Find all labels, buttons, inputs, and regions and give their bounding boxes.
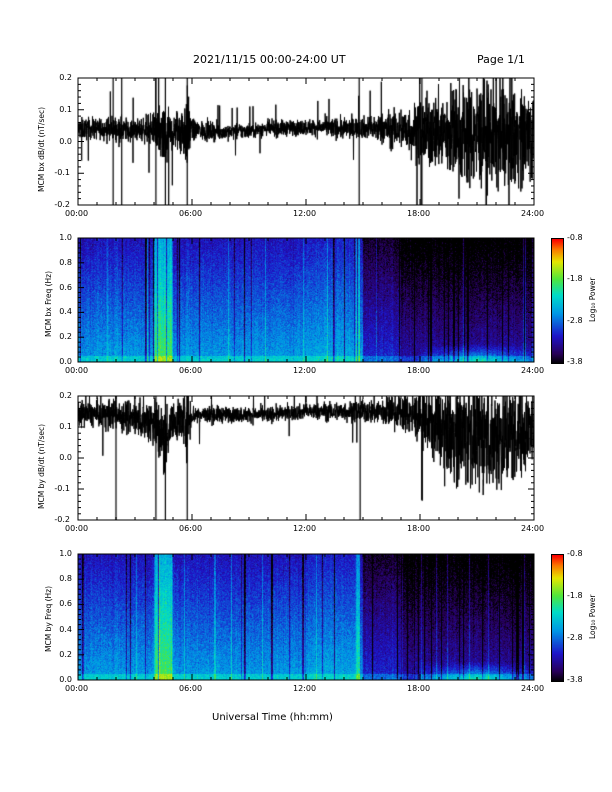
ytick-label: 0.8 (59, 574, 73, 584)
by-freq-spectrogram (78, 554, 534, 680)
ytick-label: 0.0 (59, 136, 73, 146)
xtick-label: 18:00 (407, 684, 431, 693)
xtick-label: 06:00 (179, 209, 203, 218)
xtick-label: 18:00 (407, 524, 431, 533)
colorbar-tick-label: -2.8 (567, 315, 583, 325)
xtick-label: 12:00 (293, 684, 317, 693)
colorbar-tick-label: -1.8 (567, 591, 583, 600)
ytick-label: 1.0 (59, 233, 73, 242)
colorbar-tick-label: -3.8 (567, 675, 583, 684)
colorbar-tick-label: -0.8 (567, 233, 583, 242)
xtick-label: 24:00 (521, 524, 545, 533)
plot-frame (77, 395, 535, 521)
xaxis-title: Universal Time (hh:mm) (212, 712, 333, 723)
ytick-label: 0.0 (59, 675, 73, 684)
by-dbdt-line (78, 396, 534, 520)
ytick-label: 1.0 (59, 549, 73, 558)
ytick-label: 0.0 (59, 357, 73, 366)
xtick-label: 24:00 (521, 209, 545, 218)
ytick-label: 0.2 (59, 649, 73, 659)
ytick-label: 0.4 (59, 624, 73, 634)
xtick-label: 18:00 (407, 209, 431, 218)
xtick-label: 06:00 (179, 684, 203, 693)
page-number: Page 1/1 (477, 53, 525, 66)
bx-dbdt-line (78, 78, 534, 205)
xtick-label: 18:00 (407, 366, 431, 375)
plot-frame (77, 237, 535, 363)
ytick-label: 0.2 (59, 73, 73, 82)
ytick-label: 0.1 (59, 104, 73, 114)
ytick-label: -0.1 (54, 168, 70, 178)
xtick-label: 24:00 (521, 366, 545, 375)
ytick-label: -0.2 (54, 515, 70, 524)
plot-frame (77, 553, 535, 681)
plot-title: 2021/11/15 00:00-24:00 UT (193, 53, 346, 66)
colorbar-tick-label: -0.8 (567, 549, 583, 558)
xtick-label: 00:00 (65, 366, 89, 375)
xtick-label: 06:00 (179, 524, 203, 533)
bx-freq-spectrogram (78, 238, 534, 362)
xtick-label: 12:00 (293, 524, 317, 533)
xtick-label: 00:00 (65, 209, 89, 218)
xtick-label: 06:00 (179, 366, 203, 375)
ytick-label: 0.6 (59, 282, 73, 292)
xtick-label: 24:00 (521, 684, 545, 693)
xtick-label: 00:00 (65, 524, 89, 533)
ytick-label: 0.0 (59, 453, 73, 462)
ytick-label: -0.1 (54, 484, 70, 493)
plot-frame (77, 77, 535, 206)
ytick-label: 0.6 (59, 599, 73, 609)
colorbar (551, 238, 564, 364)
ytick-label: 0.2 (59, 391, 73, 400)
panel-bx-freq (78, 238, 534, 362)
panel-by-dbdt (78, 396, 534, 520)
xtick-label: 12:00 (293, 366, 317, 375)
ytick-label: 0.1 (59, 422, 73, 431)
colorbar-tick-label: -3.8 (567, 357, 583, 366)
ytick-label: 0.8 (59, 257, 73, 267)
colorbar-tick-label: -2.8 (567, 633, 583, 642)
ytick-label: -0.2 (54, 200, 70, 209)
xtick-label: 00:00 (65, 684, 89, 693)
xtick-label: 12:00 (293, 209, 317, 218)
colorbar-tick-label: -1.8 (567, 274, 583, 284)
panel-bx-dbdt (78, 78, 534, 205)
ytick-label: 0.4 (59, 307, 73, 317)
ytick-label: 0.2 (59, 332, 73, 342)
panel-by-freq (78, 554, 534, 680)
colorbar (551, 554, 564, 682)
